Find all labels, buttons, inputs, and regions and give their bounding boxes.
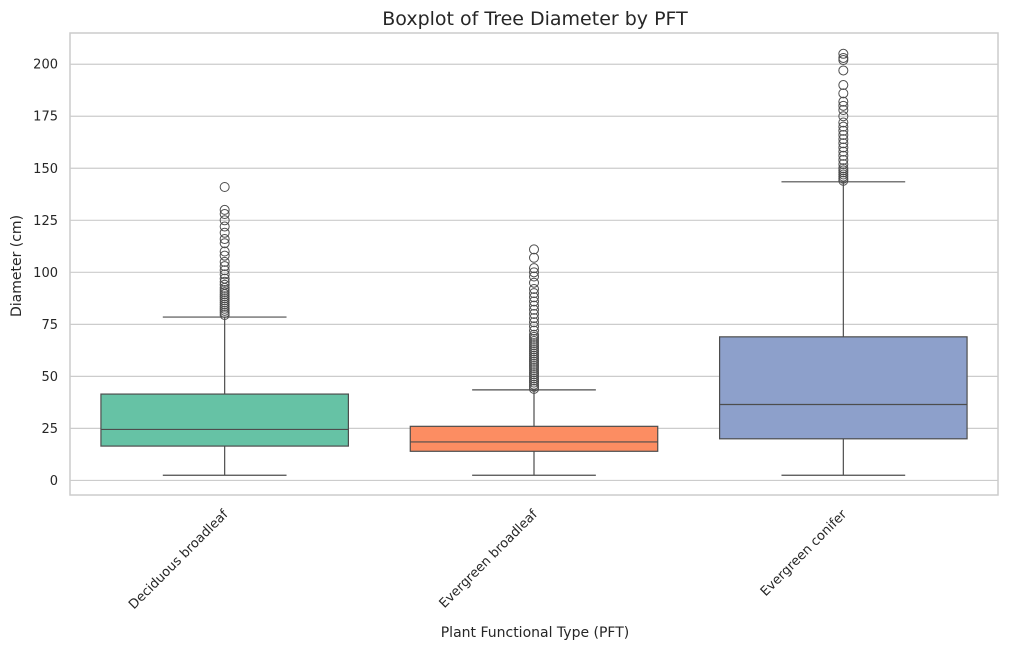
outlier-point bbox=[219, 269, 230, 280]
outlier-point bbox=[838, 134, 849, 145]
outlier-point bbox=[219, 265, 230, 276]
outlier-point bbox=[529, 288, 539, 299]
outlier-point bbox=[838, 105, 849, 115]
outlier-point bbox=[838, 65, 849, 76]
outlier-point bbox=[529, 271, 539, 282]
outlier-point bbox=[219, 238, 230, 249]
outlier-point bbox=[838, 159, 849, 170]
outlier-point bbox=[838, 146, 849, 157]
outlier-point bbox=[219, 227, 230, 238]
y-tick-label: 100 bbox=[33, 266, 58, 281]
y-tick-label: 50 bbox=[41, 370, 58, 385]
y-tick-label: 0 bbox=[50, 474, 58, 489]
outlier-point bbox=[219, 182, 230, 192]
outlier-point bbox=[838, 96, 849, 107]
outlier-point bbox=[529, 277, 539, 288]
outlier-point bbox=[219, 209, 230, 220]
outlier-point bbox=[838, 142, 849, 153]
outlier-point bbox=[838, 121, 849, 132]
outlier-point bbox=[838, 111, 849, 122]
outlier-point bbox=[838, 100, 849, 111]
outlier-point bbox=[529, 325, 539, 336]
outlier-point bbox=[838, 117, 849, 128]
outlier-point bbox=[219, 234, 230, 245]
outlier-point bbox=[838, 48, 849, 59]
y-tick-label: 25 bbox=[41, 422, 58, 437]
box-group bbox=[100, 182, 349, 476]
y-tick-label: 200 bbox=[33, 58, 58, 73]
outlier-point bbox=[219, 276, 230, 287]
outlier-point bbox=[219, 221, 230, 232]
outlier-point bbox=[838, 138, 849, 149]
outlier-point bbox=[219, 256, 230, 267]
boxes-layer bbox=[100, 48, 968, 476]
box-iqr bbox=[100, 393, 349, 447]
x-tick-label: Evergreen broadleaf bbox=[437, 507, 541, 611]
outlier-point bbox=[219, 215, 230, 226]
outlier-point bbox=[219, 246, 230, 257]
x-tick-label: Deciduous broadleaf bbox=[126, 507, 232, 613]
chart-title: Boxplot of Tree Diameter by PFT bbox=[382, 8, 688, 30]
y-tick-label: 125 bbox=[33, 214, 58, 229]
outlier-point bbox=[838, 150, 849, 161]
outlier-point bbox=[219, 204, 230, 215]
outlier-point bbox=[219, 250, 230, 261]
outlier-point bbox=[838, 129, 849, 140]
y-tick-label: 75 bbox=[41, 318, 58, 333]
plot-frame bbox=[69, 32, 999, 496]
outlier-point bbox=[219, 279, 230, 290]
outlier-point bbox=[838, 88, 849, 99]
outlier-point bbox=[529, 267, 539, 278]
box-group bbox=[409, 244, 659, 476]
outlier-point bbox=[529, 304, 539, 315]
x-tick-label: Evergreen conifer bbox=[758, 507, 851, 600]
y-axis-ticks: 0 25 50 75 100 125 150 175 200 bbox=[33, 58, 58, 489]
y-tick-label: 175 bbox=[33, 110, 58, 125]
outlier-point bbox=[838, 52, 849, 63]
box-iqr bbox=[409, 425, 659, 452]
outlier-point bbox=[219, 261, 230, 272]
x-axis-ticks: Deciduous broadleaf Evergreen broadleaf Ev… bbox=[126, 507, 850, 613]
outlier-point bbox=[529, 300, 539, 311]
y-tick-label: 150 bbox=[33, 162, 58, 177]
y-axis-label: Diameter (cm) bbox=[9, 215, 25, 317]
outlier-point bbox=[529, 244, 539, 255]
outlier-point bbox=[838, 125, 849, 136]
outlier-point bbox=[838, 80, 849, 91]
outlier-point bbox=[529, 283, 539, 294]
outlier-point bbox=[529, 329, 539, 340]
outlier-point bbox=[838, 163, 849, 174]
outlier-point bbox=[219, 273, 230, 284]
outlier-point bbox=[529, 321, 539, 332]
box-iqr bbox=[718, 336, 968, 440]
outlier-point bbox=[529, 252, 539, 263]
outlier-point bbox=[529, 263, 539, 274]
outlier-point bbox=[529, 308, 539, 319]
box-group bbox=[718, 48, 968, 476]
outlier-point bbox=[529, 292, 539, 303]
outlier-point bbox=[529, 296, 539, 307]
outlier-point bbox=[529, 317, 539, 328]
x-axis-label: Plant Functional Type (PFT) bbox=[441, 625, 630, 641]
outlier-point bbox=[529, 313, 539, 324]
outlier-point bbox=[838, 154, 849, 165]
